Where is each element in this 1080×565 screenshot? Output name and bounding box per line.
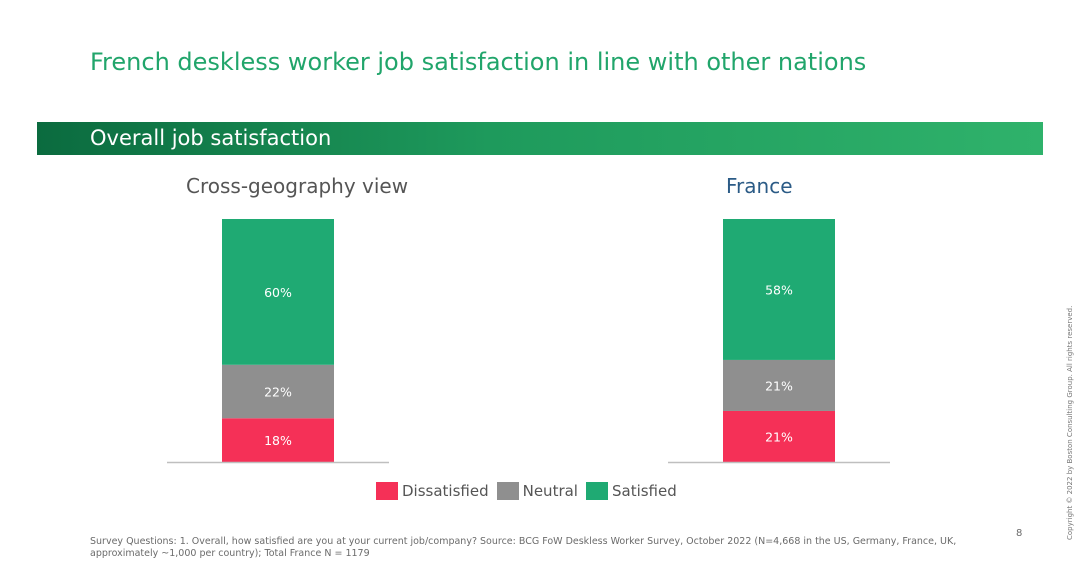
legend-label-satisfied: Satisfied <box>611 482 677 500</box>
legend-item-satisfied: Satisfied <box>585 482 677 500</box>
legend-swatch-satisfied <box>585 482 608 500</box>
bar-cross-geography-neutral <box>222 364 334 419</box>
data-label-france-satisfied: 58% <box>765 282 793 297</box>
chart-title-france: France <box>726 174 793 198</box>
chart-title-cross-geography: Cross-geography view <box>186 174 409 198</box>
data-label-france-dissatisfied: 21% <box>765 429 793 444</box>
data-label-cross-geography-dissatisfied: 18% <box>264 433 292 448</box>
legend-swatch-dissatisfied <box>376 482 398 500</box>
legend-item-neutral: Neutral <box>496 482 578 500</box>
chart-legend: Dissatisfied Neutral Satisfied <box>376 482 685 500</box>
legend-label-dissatisfied: Dissatisfied <box>402 482 489 500</box>
bar-france-dissatisfied <box>723 410 835 462</box>
copyright-notice: Copyright © 2022 by Boston Consulting Gr… <box>1066 305 1074 540</box>
footnote: Survey Questions: 1. Overall, how satisf… <box>90 536 957 559</box>
legend-swatch-neutral <box>496 482 519 500</box>
data-label-cross-geography-neutral: 22% <box>264 385 292 400</box>
legend-item-dissatisfied: Dissatisfied <box>376 482 489 500</box>
bar-france-satisfied <box>723 219 835 360</box>
data-label-france-neutral: 21% <box>765 378 793 393</box>
bar-cross-geography-satisfied <box>222 219 334 365</box>
data-label-cross-geography-satisfied: 60% <box>264 285 292 300</box>
page-number: 8 <box>1016 528 1023 539</box>
bar-cross-geography-dissatisfied <box>222 418 334 462</box>
legend-label-neutral: Neutral <box>522 482 578 500</box>
section-banner-label: Overall job satisfaction <box>90 126 332 150</box>
bar-france-neutral <box>723 359 835 411</box>
section-banner: Overall job satisfaction <box>37 122 1043 155</box>
page-title: French deskless worker job satisfaction … <box>90 48 867 76</box>
